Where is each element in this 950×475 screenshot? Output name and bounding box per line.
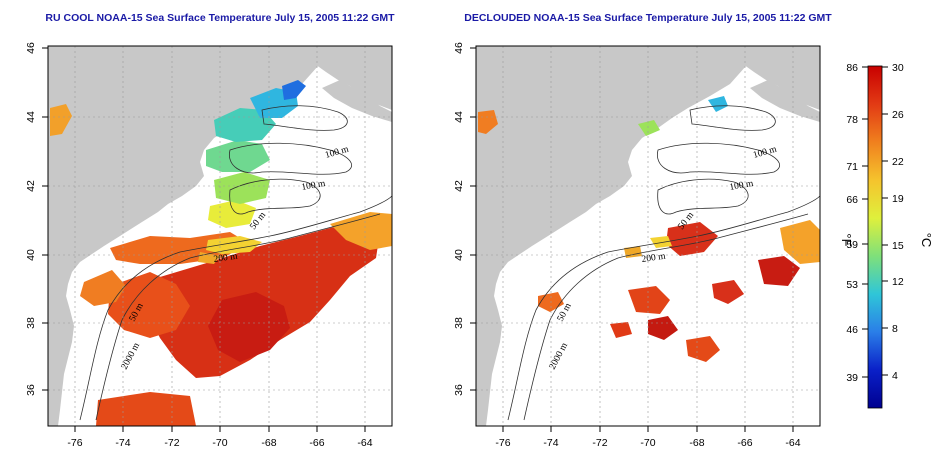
graticule-2 [476, 46, 820, 426]
map-body-1: 100 m 100 m 50 m 200 m 50 m 2000 m [48, 46, 392, 426]
colorbar-f-label: 78 [846, 114, 858, 126]
colorbar-f-label: 39 [846, 372, 858, 384]
colorbar-c-label: 4 [892, 370, 898, 382]
lon-tick-label: -66 [309, 437, 324, 449]
isobath-lines [79, 105, 392, 421]
lat-tick-label: 36 [25, 384, 37, 396]
colorbar-c-label: 12 [892, 276, 904, 288]
land-nova-scotia [300, 46, 392, 110]
colorbar-c-label: 8 [892, 323, 898, 335]
colorbar-c-label: 30 [892, 62, 904, 74]
lon-tick-label: -76 [495, 437, 510, 449]
lat-tick-label: 36 [453, 384, 465, 396]
lat-tick-label: 40 [453, 249, 465, 261]
colorbar-c-label: 19 [892, 193, 904, 205]
lat-tick-label: 44 [453, 111, 465, 123]
lon-tick-label: -72 [164, 437, 179, 449]
lat-tick-label: 44 [25, 111, 37, 123]
lon-tick-label: -64 [357, 437, 372, 449]
lat-tick-label: 42 [453, 180, 465, 192]
lon-tick-label: -64 [785, 437, 800, 449]
colorbar-unit-c: °C [919, 233, 934, 248]
lon-tick-label: -74 [115, 437, 130, 449]
colorbar-ticks-f [862, 66, 868, 378]
colorbar-gradient [867, 65, 883, 409]
contour-label: 100 m [301, 179, 327, 193]
colorbar-f-label: 66 [846, 194, 858, 206]
lon-tick-label: -72 [592, 437, 607, 449]
lat-tick-label: 38 [25, 317, 37, 329]
lat-tick-label: 42 [25, 180, 37, 192]
land-mass [48, 46, 330, 426]
colorbar-f-label: 53 [846, 279, 858, 291]
colorbar-f-label: 71 [846, 161, 858, 173]
sst-map-panel-2: DECLOUDED NOAA-15 Sea Surface Temperatur… [453, 12, 832, 449]
land-nova-scotia-lower [750, 80, 820, 122]
land-mass [476, 46, 758, 426]
temperature-colorbar: 86 78 71 66 59 53 46 39 30 26 22 19 15 1… [839, 62, 934, 409]
colorbar-c-label: 26 [892, 109, 904, 121]
land-nova-scotia [728, 46, 820, 110]
colorbar-c-label: 15 [892, 240, 904, 252]
lon-tick-label: -68 [689, 437, 704, 449]
lon-tick-label: -68 [261, 437, 276, 449]
colorbar-f-label: 59 [846, 239, 858, 251]
lat-tick-label: 38 [453, 317, 465, 329]
contour-label: 100 m [729, 179, 755, 193]
panel-title-2: DECLOUDED NOAA-15 Sea Surface Temperatur… [464, 12, 832, 24]
sst-cool-coast [198, 80, 306, 264]
sst-map-panel-1: RU COOL NOAA-15 Sea Surface Temperature … [25, 12, 395, 449]
x-axis-1 [74, 426, 366, 432]
lon-tick-label: -76 [67, 437, 82, 449]
lon-tick-label: -70 [640, 437, 655, 449]
lon-tick-label: -70 [212, 437, 227, 449]
isobath-lines [507, 105, 820, 421]
lat-tick-label: 40 [25, 249, 37, 261]
lat-tick-label: 46 [453, 42, 465, 54]
x-axis-2 [502, 426, 794, 432]
panel-title-1: RU COOL NOAA-15 Sea Surface Temperature … [45, 12, 395, 24]
lon-tick-label: -66 [737, 437, 752, 449]
lon-tick-label: -74 [543, 437, 558, 449]
colorbar-c-label: 22 [892, 156, 904, 168]
y-axis-2 [470, 47, 476, 391]
lat-tick-label: 46 [25, 42, 37, 54]
colorbar-f-label: 46 [846, 324, 858, 336]
y-axis-1 [42, 47, 48, 391]
land-nova-scotia-lower [322, 80, 392, 122]
colorbar-ticks-c [882, 66, 888, 376]
graticule-1 [48, 46, 392, 426]
sst-declouded-patches [478, 96, 820, 362]
contour-label: 200 m [213, 252, 239, 265]
colorbar-f-label: 86 [846, 62, 858, 74]
colorbar-unit-f: °F [839, 233, 854, 246]
contour-label: 200 m [641, 252, 667, 265]
